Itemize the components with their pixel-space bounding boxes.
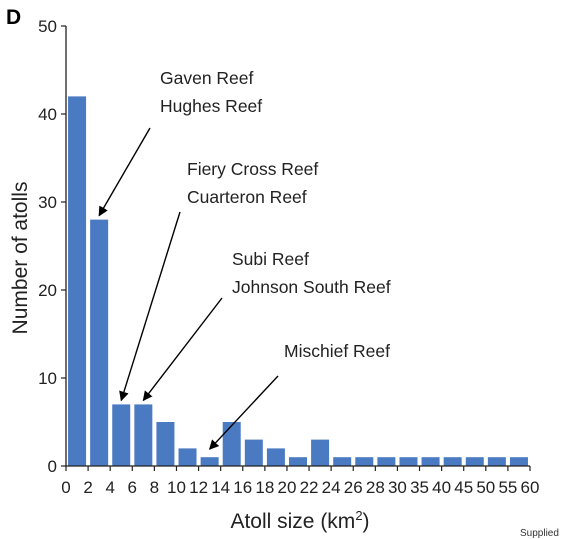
annotation-arrow bbox=[98, 127, 151, 217]
bar bbox=[134, 404, 153, 466]
bar bbox=[244, 439, 263, 466]
x-tick-label: 50 bbox=[476, 478, 495, 497]
annotation-arrow bbox=[142, 297, 223, 402]
x-tick-label: 0 bbox=[61, 478, 70, 497]
y-tick-label: 50 bbox=[38, 17, 57, 36]
y-tick-label: 40 bbox=[38, 105, 57, 124]
bar bbox=[222, 422, 241, 466]
x-tick-label: 12 bbox=[189, 478, 208, 497]
x-axis-title-superscript: 2 bbox=[355, 508, 362, 523]
x-tick-label: 20 bbox=[277, 478, 296, 497]
bar bbox=[355, 457, 374, 466]
axes-group bbox=[65, 26, 530, 467]
bar bbox=[487, 457, 506, 466]
x-tick-label: 45 bbox=[454, 478, 473, 497]
annotation-label: Cuarteron Reef bbox=[187, 187, 307, 207]
x-axis-title-main: Atoll size (km bbox=[230, 510, 355, 533]
y-tick-label: 10 bbox=[38, 369, 57, 388]
x-tick-label: 28 bbox=[366, 478, 385, 497]
x-tick-label: 55 bbox=[498, 478, 517, 497]
bar bbox=[68, 96, 87, 467]
y-tick-label: 30 bbox=[38, 193, 57, 212]
x-axis-title-suffix: ) bbox=[363, 510, 370, 533]
credit-text: Supplied bbox=[520, 528, 559, 539]
annotation-arrow bbox=[119, 211, 181, 402]
bar bbox=[333, 457, 352, 466]
bar bbox=[377, 457, 396, 466]
y-tick-label: 20 bbox=[38, 281, 57, 300]
x-tick-label: 10 bbox=[167, 478, 186, 497]
bars-group bbox=[68, 96, 528, 467]
annotation-label: Mischief Reef bbox=[284, 341, 390, 361]
bar bbox=[112, 404, 131, 466]
bar bbox=[465, 457, 484, 466]
x-tick-label: 22 bbox=[300, 478, 319, 497]
x-tick-label: 4 bbox=[105, 478, 114, 497]
y-tick-label: 0 bbox=[48, 457, 57, 476]
x-tick-label: 24 bbox=[322, 478, 341, 497]
x-tick-label: 35 bbox=[410, 478, 429, 497]
bar bbox=[178, 448, 197, 466]
bar bbox=[289, 457, 307, 466]
bar bbox=[90, 219, 109, 466]
panel-letter: D bbox=[6, 6, 21, 29]
bar bbox=[311, 439, 330, 466]
x-tick-label: 40 bbox=[432, 478, 451, 497]
bar bbox=[443, 457, 462, 466]
x-tick-label: 6 bbox=[128, 478, 137, 497]
x-tick-label: 16 bbox=[233, 478, 252, 497]
annotations-group: Gaven Reef Hughes Reef Fiery Cross Reef Cua… bbox=[98, 68, 391, 450]
bar bbox=[200, 457, 219, 466]
annotation-label: Subi Reef bbox=[232, 249, 309, 269]
annotation-label: Gaven Reef bbox=[160, 68, 254, 88]
x-tick-label: 18 bbox=[255, 478, 274, 497]
bar bbox=[156, 422, 175, 466]
annotation-label: Johnson South Reef bbox=[232, 277, 391, 297]
x-tick-label: 60 bbox=[521, 478, 540, 497]
annotation-label: Fiery Cross Reef bbox=[187, 159, 318, 179]
x-tick-label: 26 bbox=[344, 478, 363, 497]
x-tick-label: 14 bbox=[211, 478, 230, 497]
x-tick-label: 30 bbox=[388, 478, 407, 497]
bar bbox=[266, 448, 285, 466]
annotation-arrow bbox=[208, 375, 279, 450]
bar bbox=[421, 457, 440, 466]
annotation-label: Hughes Reef bbox=[160, 96, 262, 116]
bar bbox=[509, 457, 528, 466]
x-tick-label: 8 bbox=[150, 478, 159, 497]
x-tick-label: 2 bbox=[83, 478, 92, 497]
y-axis-title: Number of atolls bbox=[9, 182, 32, 335]
x-axis-title: Atoll size (km2) bbox=[230, 508, 369, 533]
bar bbox=[399, 457, 418, 466]
